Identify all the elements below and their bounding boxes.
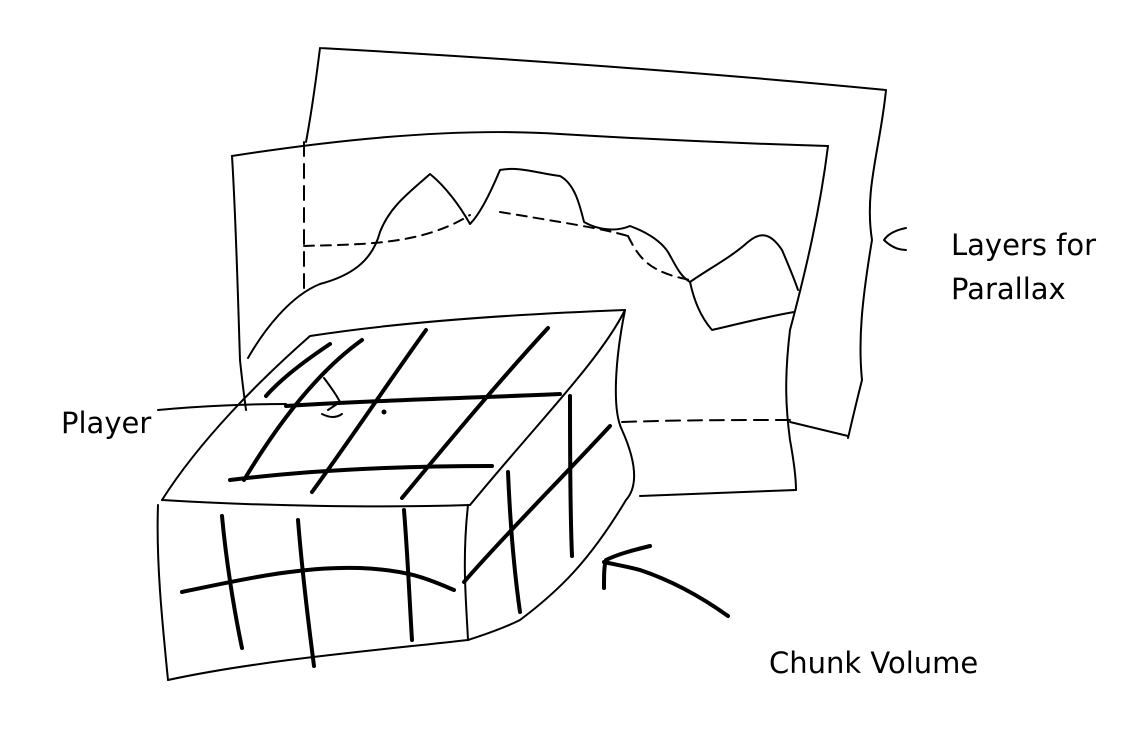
chunk-volume — [156, 309, 636, 681]
chunk-grid-lines — [180, 326, 612, 668]
player-marker — [321, 377, 387, 418]
back-parallax-layer — [303, 47, 887, 439]
chunk-arrow-icon — [602, 544, 730, 618]
front-parallax-layer — [231, 131, 829, 497]
player-pointer-line — [157, 403, 287, 411]
layers-label: Layers for Parallax — [951, 223, 1096, 311]
player-label: Player — [61, 406, 152, 440]
layers-label-line-2: Parallax — [951, 272, 1066, 306]
chunk-volume-label: Chunk Volume — [769, 646, 979, 680]
layers-arrow-icon — [883, 227, 907, 251]
layers-label-line-1: Layers for — [951, 228, 1097, 262]
annotation-pointers — [157, 227, 907, 411]
